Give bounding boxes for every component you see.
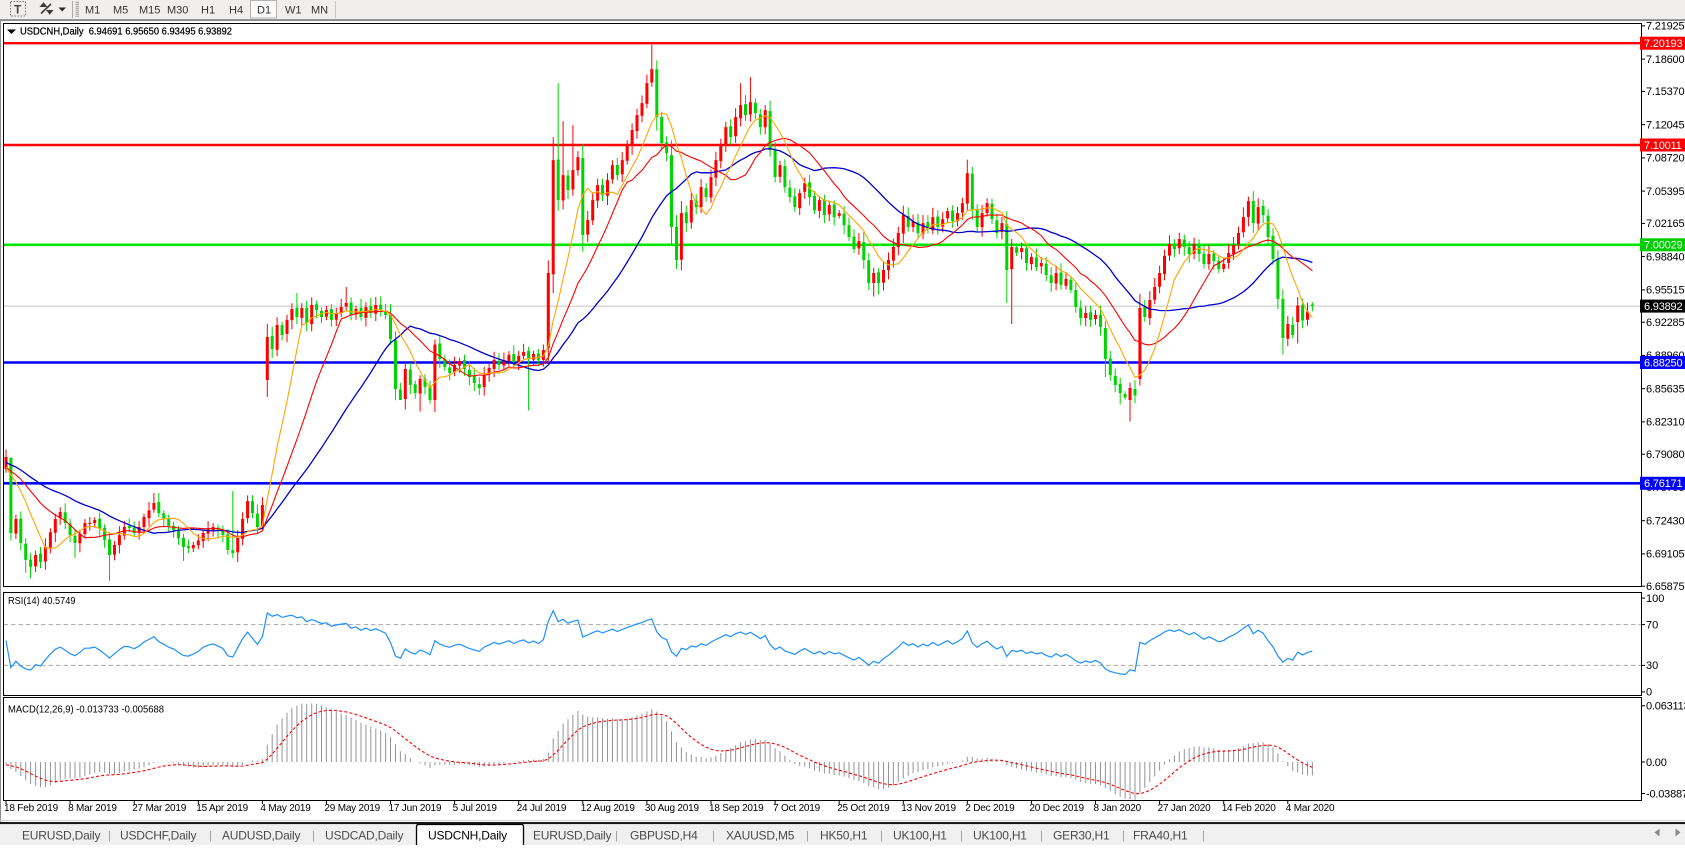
svg-text:27 Jan 2020: 27 Jan 2020 — [1158, 803, 1211, 814]
svg-text:6.79080: 6.79080 — [1646, 449, 1684, 461]
svg-text:RSI(14) 40.5749: RSI(14) 40.5749 — [8, 596, 76, 607]
svg-text:7.00029: 7.00029 — [1644, 240, 1682, 252]
svg-text:30 Aug 2019: 30 Aug 2019 — [645, 803, 700, 814]
svg-text:7.20193: 7.20193 — [1644, 38, 1682, 50]
svg-text:7.02165: 7.02165 — [1646, 218, 1684, 230]
svg-text:0.063113: 0.063113 — [1646, 701, 1685, 713]
svg-text:4 Mar 2020: 4 Mar 2020 — [1286, 803, 1335, 814]
svg-text:|: | — [712, 830, 715, 842]
svg-text:2 Dec 2019: 2 Dec 2019 — [965, 803, 1015, 814]
svg-text:M30: M30 — [167, 5, 188, 17]
svg-text:6.82310: 6.82310 — [1646, 417, 1684, 429]
svg-text:|: | — [615, 830, 618, 842]
svg-text:30: 30 — [1646, 660, 1658, 672]
svg-text:24 Jul 2019: 24 Jul 2019 — [517, 803, 567, 814]
svg-text:H1: H1 — [201, 5, 215, 17]
svg-text:W1: W1 — [285, 5, 302, 17]
svg-text:M5: M5 — [113, 5, 128, 17]
svg-text:5 Jul 2019: 5 Jul 2019 — [453, 803, 498, 814]
svg-text:UK100,H1: UK100,H1 — [893, 829, 947, 843]
svg-text:MN: MN — [311, 5, 328, 17]
svg-text:7 Oct 2019: 7 Oct 2019 — [773, 803, 821, 814]
svg-text:13 Nov 2019: 13 Nov 2019 — [901, 803, 956, 814]
svg-text:20 Dec 2019: 20 Dec 2019 — [1029, 803, 1084, 814]
svg-text:12 Aug 2019: 12 Aug 2019 — [581, 803, 636, 814]
svg-text:7.21925: 7.21925 — [1646, 21, 1684, 33]
svg-text:|: | — [806, 830, 809, 842]
svg-text:27 Mar 2019: 27 Mar 2019 — [132, 803, 187, 814]
svg-text:8 Jan 2020: 8 Jan 2020 — [1094, 803, 1142, 814]
svg-text:6.93892: 6.93892 — [1644, 301, 1682, 313]
svg-text:USDCNH,Daily 6.94691 6.95650: USDCNH,Daily 6.94691 6.95650 6.93495 6.9… — [20, 26, 232, 38]
svg-text:8 Mar 2019: 8 Mar 2019 — [68, 803, 117, 814]
svg-text:|: | — [1040, 830, 1043, 842]
svg-text:-0.038872: -0.038872 — [1646, 788, 1685, 800]
svg-text:7.12045: 7.12045 — [1646, 119, 1684, 131]
svg-text:17 Jun 2019: 17 Jun 2019 — [389, 803, 442, 814]
svg-text:0.00: 0.00 — [1646, 757, 1667, 769]
svg-text:M1: M1 — [85, 5, 100, 17]
svg-text:GBPUSD,H4: GBPUSD,H4 — [630, 829, 698, 843]
svg-text:6.98840: 6.98840 — [1646, 251, 1684, 263]
svg-text:6.72430: 6.72430 — [1646, 516, 1684, 528]
svg-text:7.15370: 7.15370 — [1646, 86, 1684, 98]
svg-text:4 May 2019: 4 May 2019 — [260, 803, 311, 814]
svg-text:|: | — [312, 830, 315, 842]
svg-text:EURUSD,Daily: EURUSD,Daily — [22, 829, 100, 843]
svg-text:|: | — [108, 830, 111, 842]
svg-text:FRA40,H1: FRA40,H1 — [1133, 829, 1188, 843]
svg-text:25 Oct 2019: 25 Oct 2019 — [837, 803, 890, 814]
svg-text:6.65875: 6.65875 — [1646, 581, 1684, 593]
svg-text:USDCHF,Daily: USDCHF,Daily — [120, 829, 196, 843]
svg-text:T: T — [14, 3, 22, 17]
svg-text:7.05395: 7.05395 — [1646, 186, 1684, 198]
svg-text:15 Apr 2019: 15 Apr 2019 — [196, 803, 248, 814]
svg-text:7.08720: 7.08720 — [1646, 153, 1684, 165]
svg-text:USDCNH,Daily: USDCNH,Daily — [428, 829, 507, 843]
svg-text:6.88250: 6.88250 — [1644, 357, 1682, 369]
svg-text:0: 0 — [1646, 687, 1652, 699]
svg-text:D1: D1 — [257, 5, 271, 17]
svg-text:MACD(12,26,9) -0.013733 -0.005: MACD(12,26,9) -0.013733 -0.005688 — [8, 705, 164, 716]
svg-text:GER30,H1: GER30,H1 — [1053, 829, 1110, 843]
svg-text:6.92285: 6.92285 — [1646, 317, 1684, 329]
svg-text:XAUUSD,M5: XAUUSD,M5 — [726, 829, 795, 843]
svg-text:6.69105: 6.69105 — [1646, 549, 1684, 561]
svg-text:6.95515: 6.95515 — [1646, 285, 1684, 297]
svg-text:18 Sep 2019: 18 Sep 2019 — [709, 803, 764, 814]
svg-text:AUDUSD,Daily: AUDUSD,Daily — [222, 829, 300, 843]
svg-text:70: 70 — [1646, 619, 1658, 631]
svg-text:7.18600: 7.18600 — [1646, 54, 1684, 66]
svg-text:UK100,H1: UK100,H1 — [973, 829, 1027, 843]
svg-text:6.85635: 6.85635 — [1646, 384, 1684, 396]
svg-text:|: | — [960, 830, 963, 842]
svg-text:USDCAD,Daily: USDCAD,Daily — [325, 829, 403, 843]
svg-text:|: | — [209, 830, 212, 842]
svg-text:14 Feb 2020: 14 Feb 2020 — [1222, 803, 1277, 814]
svg-text:6.76171: 6.76171 — [1644, 478, 1682, 490]
svg-text:100: 100 — [1646, 593, 1664, 605]
svg-text:HK50,H1: HK50,H1 — [820, 829, 868, 843]
svg-text:7.10011: 7.10011 — [1644, 140, 1682, 152]
svg-text:|: | — [1202, 830, 1205, 842]
svg-text:H4: H4 — [229, 5, 243, 17]
svg-text:29 May 2019: 29 May 2019 — [324, 803, 380, 814]
svg-text:M15: M15 — [139, 5, 160, 17]
svg-text:18 Feb 2019: 18 Feb 2019 — [4, 803, 59, 814]
svg-text:|: | — [1122, 830, 1125, 842]
svg-text:|: | — [880, 830, 883, 842]
svg-text:EURUSD,Daily: EURUSD,Daily — [533, 829, 611, 843]
